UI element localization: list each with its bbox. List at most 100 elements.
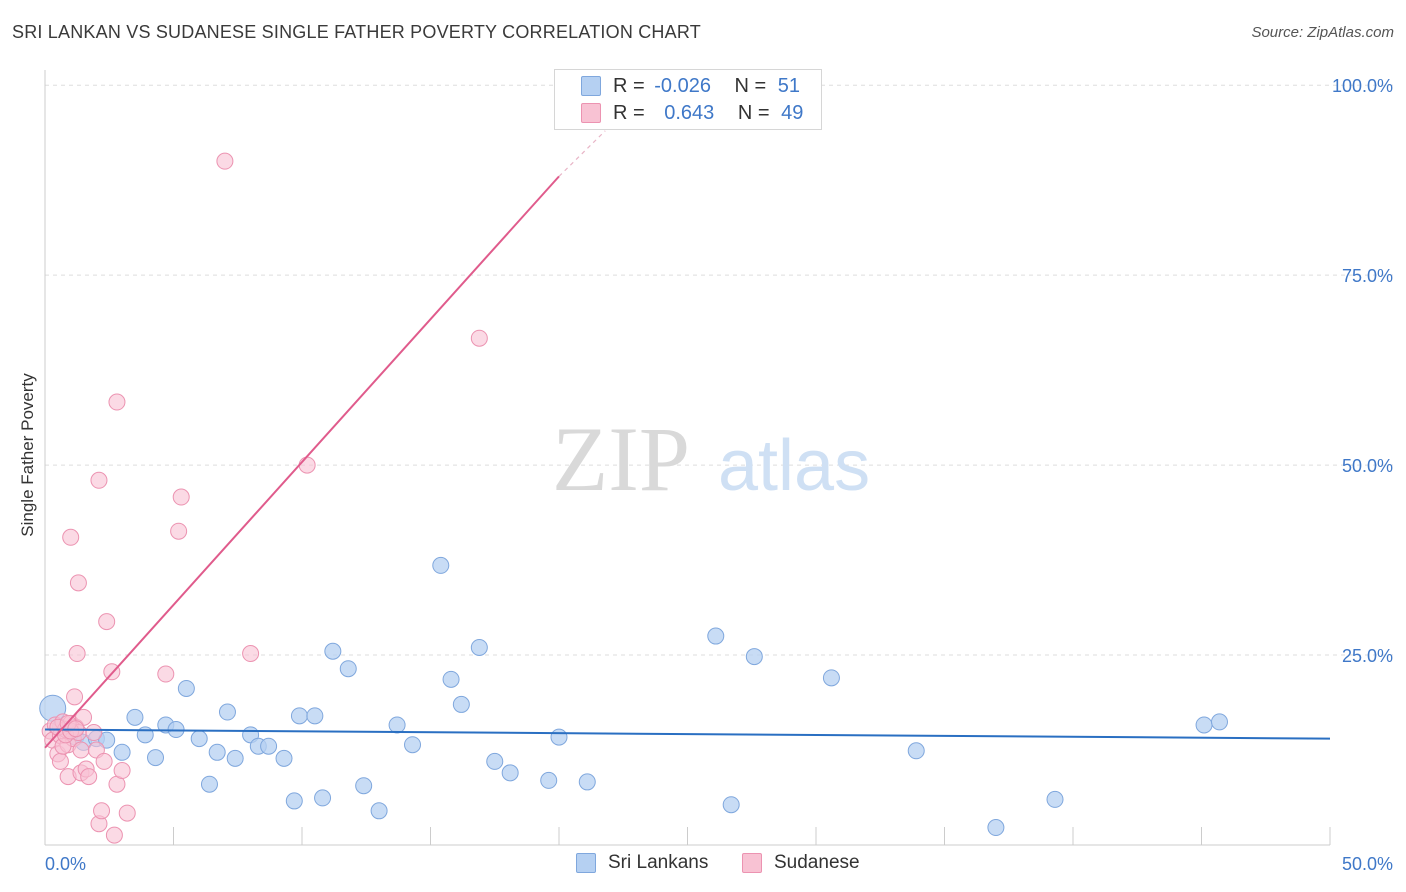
data-point-sri-lankans [200,775,218,793]
data-point-sudanese [68,645,86,663]
data-point-sri-lankans [452,695,470,713]
watermark-zip: ZIP [552,408,690,510]
legend-n-value: 49 [781,101,804,124]
data-point-sri-lankans [987,819,1005,837]
data-point-sudanese [93,802,111,820]
data-point-sri-lankans [722,796,740,814]
data-point-sudanese [105,826,123,844]
points-layer [39,152,1228,844]
y-tick-label: 25.0% [1342,646,1393,666]
legend-swatch-blue [576,853,596,873]
data-point-sri-lankans [260,737,278,755]
data-point-sri-lankans [707,627,725,645]
data-point-sudanese [69,574,87,592]
data-point-sudanese [98,613,116,631]
data-point-sudanese [170,522,188,540]
data-point-sri-lankans [226,749,244,767]
data-point-sri-lankans [540,771,558,789]
data-point-sudanese [216,152,234,170]
data-point-sudanese [113,762,131,780]
data-point-sri-lankans [190,730,208,748]
data-point-sri-lankans [470,638,488,656]
data-point-sudanese [66,688,84,706]
data-point-sri-lankans [147,749,165,767]
data-point-sri-lankans [1046,790,1064,808]
data-point-sudanese [72,741,90,759]
data-point-sudanese [95,752,113,770]
data-point-sri-lankans [218,703,236,721]
data-point-sri-lankans [388,716,406,734]
data-point-sudanese [90,471,108,489]
data-point-sri-lankans [290,707,308,725]
data-point-sri-lankans [306,707,324,725]
data-point-sudanese [51,752,69,770]
data-point-sri-lankans [113,743,131,761]
x-tick-label: 0.0% [45,854,86,874]
data-point-sri-lankans [432,556,450,574]
data-point-sudanese [118,804,136,822]
legend-n-value: 51 [777,74,801,97]
grid-layer [45,84,1395,656]
data-point-sri-lankans [1195,716,1213,734]
data-point-sri-lankans [339,660,357,678]
trend-layer [44,130,1331,749]
data-point-sri-lankans [907,742,925,760]
y-tick-label: 50.0% [1342,456,1393,476]
tick-labels: 25.0% 50.0% 75.0% 100.0% 0.0% 50.0% [45,76,1393,874]
data-point-sudanese [62,528,80,546]
legend-r-label: R = [613,101,645,124]
data-point-sudanese [157,665,175,683]
data-point-sudanese [298,456,316,474]
legend-swatch-blue [581,76,601,96]
data-point-sri-lankans [745,648,763,666]
data-point-sri-lankans [550,728,568,746]
data-point-sudanese [80,768,98,786]
trendline-sudanese [44,175,560,749]
watermark-atlas: atlas [718,426,870,506]
legend-label-sudanese: Sudanese [774,852,860,873]
data-point-sri-lankans [404,736,422,754]
chart-title: SRI LANKAN VS SUDANESE SINGLE FATHER POV… [12,22,701,42]
legend-label-sri-lankans: Sri Lankans [608,852,709,873]
data-point-sri-lankans [486,752,504,770]
legend-text: R = -0.026 N = 51 [613,75,800,98]
data-point-sudanese [172,488,190,506]
y-axis-title: Single Father Poverty [18,373,37,537]
legend-item-sudanese[interactable]: Sudanese [742,852,860,874]
data-point-sri-lankans [1210,713,1228,731]
correlation-legend: R = -0.026 N = 51 R = 0.643 N = 49 [554,69,822,130]
data-point-sri-lankans [578,773,596,791]
y-tick-label: 75.0% [1342,266,1393,286]
data-point-sri-lankans [285,792,303,810]
data-point-sri-lankans [501,764,519,782]
legend-swatch-pink [742,853,762,873]
y-tick-label: 100.0% [1332,76,1393,96]
x-tick-label: 50.0% [1342,854,1393,874]
data-point-sudanese [108,393,126,411]
legend-r-value: 0.643 [664,101,715,124]
data-point-sudanese [470,329,488,347]
legend-r-value: -0.026 [654,74,711,97]
data-point-sudanese [85,724,103,742]
data-point-sri-lankans [177,679,195,697]
data-point-sudanese [242,645,260,663]
legend-n-label: N = [737,101,770,124]
legend-item-sri-lankans[interactable]: Sri Lankans [576,852,708,874]
trendline-sudanese-extension [558,130,606,177]
source-label: Source: ZipAtlas.com [1251,24,1394,41]
trendline-sri-lankans [44,728,1331,740]
data-point-sri-lankans [355,777,373,795]
data-point-sri-lankans [314,789,332,807]
data-point-sri-lankans [98,731,116,749]
legend-n-label: N = [734,74,767,97]
data-point-sri-lankans [442,670,460,688]
legend-r-label: R = [613,74,645,97]
data-point-sri-lankans [275,749,293,767]
data-point-sri-lankans [324,642,342,660]
data-point-sri-lankans [822,669,840,687]
data-point-sri-lankans [126,708,144,726]
data-point-sri-lankans [208,743,226,761]
data-point-sri-lankans [370,802,388,820]
legend-text: R = 0.643 N = 49 [613,102,803,125]
